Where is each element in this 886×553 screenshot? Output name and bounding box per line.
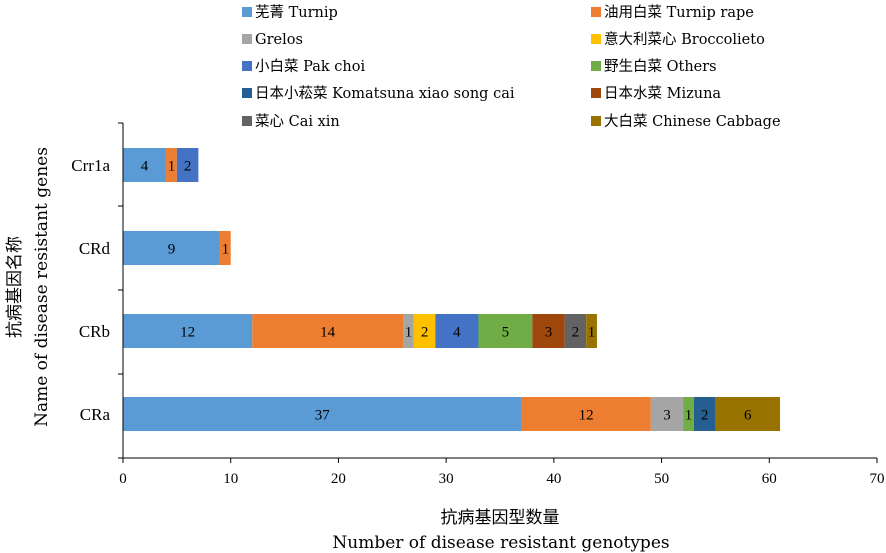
- bar-cra-chinese-cabbage: [715, 397, 781, 431]
- bar-crb-grelos: [403, 314, 414, 348]
- y-axis-title-en: Name of disease resistant genes: [32, 147, 52, 427]
- bar-cra-turnip: [123, 397, 522, 431]
- legend-swatch: [591, 116, 601, 126]
- legend-entry-label: 芜菁 Turnip: [255, 4, 338, 21]
- legend-entry-label: 日本水菜 Mizuna: [604, 85, 721, 102]
- data-label: 12: [579, 408, 594, 424]
- bar-crb-turnip: [123, 314, 253, 348]
- data-label: 5: [502, 325, 510, 341]
- axes: 0 10 20 30 40 50 60 70 CRa CRb CRd Crr1a: [71, 122, 885, 487]
- data-label: 1: [405, 325, 413, 341]
- legend-entry-label: 油用白菜 Turnip rape: [604, 4, 754, 21]
- legend-swatch: [242, 7, 252, 17]
- data-label: 14: [320, 325, 336, 341]
- plot-area: 37 12 3 1 2 612 14 1 2 4 5 3 2 19 14 1 2 0 10 20 30 40 50 60 70…: [71, 122, 885, 487]
- x-tick-label: 20: [331, 471, 346, 487]
- legend-swatch: [591, 88, 601, 98]
- x-tick-label: 40: [546, 471, 561, 487]
- data-label: 1: [588, 325, 596, 341]
- bar-cra-turnip-rape: [521, 397, 651, 431]
- data-label: 37: [315, 408, 331, 424]
- data-label: 4: [141, 159, 149, 175]
- x-tick-label: 0: [119, 471, 127, 487]
- legend-entry-label: 小白菜 Pak choi: [255, 58, 365, 75]
- legend-entry-label: Grelos: [255, 32, 303, 48]
- bar-crb-pak-choi: [435, 314, 479, 348]
- y-category-label-crr1a: Crr1a: [71, 156, 110, 175]
- y-category-label-crd: CRd: [79, 239, 111, 258]
- data-label: 1: [168, 159, 176, 175]
- x-axis-title-cn: 抗病基因型数量: [441, 508, 560, 528]
- bar-crb-chinese-cabbage: [586, 314, 597, 348]
- x-tick-label: 30: [439, 471, 454, 487]
- bar-crb-cai-xin: [564, 314, 587, 348]
- bar-crb-mizuna: [532, 314, 565, 348]
- bar-crd-turnip: [123, 231, 220, 265]
- y-category-label-cra: CRa: [80, 405, 111, 424]
- legend-entry-label: 野生白菜 Others: [604, 58, 717, 75]
- bar-crb-others: [478, 314, 533, 348]
- data-label: 1: [222, 242, 230, 258]
- bars: 37 12 3 1 2 612 14 1 2 4 5 3 2 19 14 1 2: [123, 148, 781, 431]
- bar-cra-grelos: [650, 397, 684, 431]
- legend-swatch: [242, 61, 252, 71]
- bar-cra-others: [683, 397, 694, 431]
- legend: 芜菁 Turnip 油用白菜 Turnip rape Grelos 意大利菜心 Bro…: [242, 4, 781, 130]
- legend-swatch: [591, 7, 601, 17]
- legend-entry-label: 日本小菘菜 Komatsuna xiao song cai: [255, 85, 515, 102]
- legend-entry-label: 大白菜 Chinese Cabbage: [604, 113, 781, 130]
- y-axis-title-cn: 抗病基因名称: [5, 236, 25, 338]
- legend-entry-label: 菜心 Cai xin: [255, 113, 340, 130]
- x-tick-label: 60: [762, 471, 777, 487]
- data-label: 2: [421, 325, 429, 341]
- data-label: 1: [685, 408, 693, 424]
- data-label: 3: [545, 325, 553, 341]
- x-tick-label: 50: [654, 471, 669, 487]
- y-category-label-crb: CRb: [79, 322, 110, 341]
- x-axis-title-en: Number of disease resistant genotypes: [332, 533, 669, 553]
- bar-crr1a-turnip-rape: [166, 148, 177, 182]
- legend-swatch: [242, 34, 252, 44]
- bar-cra-komatsuna-xiao-song-cai: [693, 397, 716, 431]
- bar-crb-turnip-rape: [252, 314, 404, 348]
- data-label: 4: [453, 325, 461, 341]
- data-label: 12: [180, 325, 195, 341]
- legend-swatch: [242, 116, 252, 126]
- data-label: 9: [168, 242, 176, 258]
- data-label: 2: [572, 325, 580, 341]
- data-label: 2: [701, 408, 709, 424]
- bar-crr1a-pak-choi: [176, 148, 199, 182]
- data-label: 6: [744, 408, 752, 424]
- bar-crb-broccolieto: [413, 314, 436, 348]
- legend-swatch: [591, 34, 601, 44]
- legend-swatch: [591, 61, 601, 71]
- legend-swatch: [242, 88, 252, 98]
- bar-crd-turnip-rape: [219, 231, 231, 265]
- legend-entry-label: 意大利菜心 Broccolieto: [604, 30, 765, 48]
- data-label: 2: [184, 159, 192, 175]
- x-tick-label: 10: [223, 471, 238, 487]
- x-tick-label: 70: [870, 471, 885, 487]
- bar-crr1a-turnip: [123, 148, 167, 182]
- data-label: 3: [663, 408, 671, 424]
